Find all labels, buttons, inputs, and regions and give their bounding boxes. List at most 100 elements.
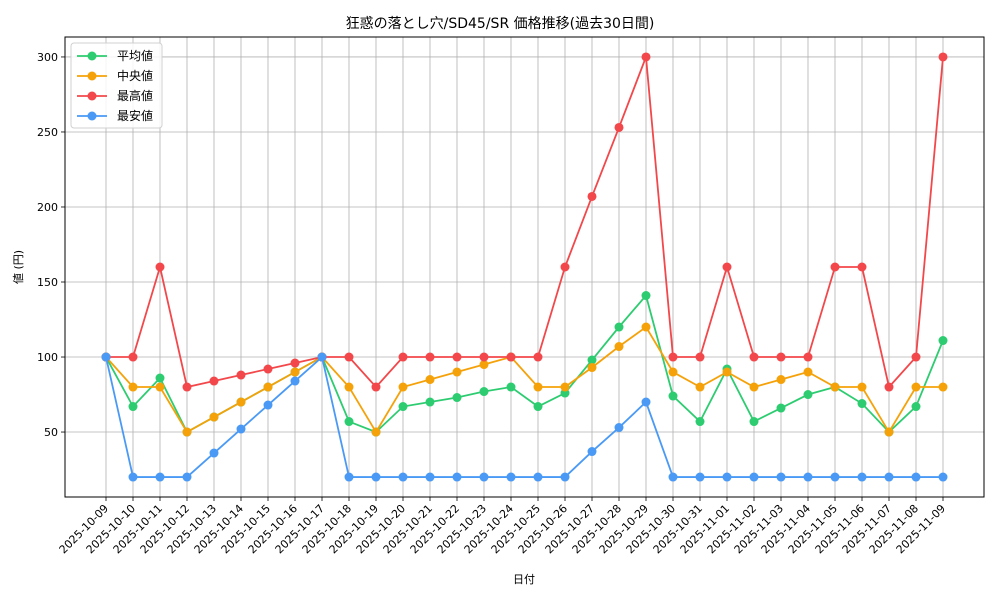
data-point (857, 472, 867, 482)
data-point (668, 391, 678, 401)
data-point (533, 382, 543, 392)
legend-box (70, 42, 163, 129)
x-axis-label: 日付 (513, 573, 535, 586)
data-point (587, 355, 597, 365)
data-point (506, 472, 516, 482)
data-point (884, 472, 894, 482)
data-point (803, 390, 813, 400)
data-point (155, 472, 165, 482)
data-point (749, 472, 759, 482)
data-point (749, 352, 759, 362)
legend-label: 中央値 (117, 68, 153, 83)
data-point (668, 352, 678, 362)
data-point (533, 352, 543, 362)
data-point (830, 382, 840, 392)
data-point (425, 352, 435, 362)
data-point (911, 472, 921, 482)
data-point (560, 262, 570, 272)
data-point (695, 382, 705, 392)
data-point (128, 472, 138, 482)
y-tick-label: 100 (37, 351, 58, 364)
data-point (938, 382, 948, 392)
data-point (938, 472, 948, 482)
data-point (776, 472, 786, 482)
data-point (398, 402, 408, 412)
series-line (105, 355, 943, 478)
data-point (155, 373, 165, 383)
data-point (209, 448, 219, 458)
data-point (209, 376, 219, 386)
data-point (776, 375, 786, 385)
data-point (452, 472, 462, 482)
series-最安値 (101, 352, 948, 482)
data-point (128, 352, 138, 362)
data-point (695, 417, 705, 427)
data-point (398, 472, 408, 482)
data-point (857, 399, 867, 409)
series-中央値 (101, 322, 948, 437)
data-point (398, 382, 408, 392)
data-point (614, 423, 624, 433)
data-point (641, 291, 651, 301)
data-point (317, 352, 327, 362)
data-point (182, 427, 192, 437)
y-tick-label: 200 (37, 201, 58, 214)
data-point (398, 352, 408, 362)
data-point (641, 52, 651, 62)
data-point (263, 400, 273, 410)
plot-frame (64, 36, 985, 498)
data-point (371, 382, 381, 392)
data-point (857, 262, 867, 272)
data-point (938, 52, 948, 62)
data-point (614, 322, 624, 332)
data-point (344, 382, 354, 392)
data-point (128, 402, 138, 412)
data-point (182, 472, 192, 482)
legend-marker-icon (87, 51, 97, 61)
data-point (668, 472, 678, 482)
data-point (830, 262, 840, 272)
data-point (722, 367, 732, 377)
data-point (776, 403, 786, 413)
data-point (560, 472, 570, 482)
data-point (533, 472, 543, 482)
data-point (803, 367, 813, 377)
x-axis-ticks: 2025-10-092025-10-102025-10-112025-10-12… (57, 497, 948, 556)
data-point (506, 382, 516, 392)
data-point (668, 367, 678, 377)
data-point (614, 342, 624, 352)
data-point (803, 352, 813, 362)
data-point (884, 382, 894, 392)
legend-label: 平均値 (117, 48, 153, 63)
data-point (479, 360, 489, 370)
data-point (506, 352, 516, 362)
data-point (911, 352, 921, 362)
data-point (452, 393, 462, 403)
data-point (236, 370, 246, 380)
series-最高値 (101, 52, 948, 392)
data-point (263, 364, 273, 374)
data-point (182, 382, 192, 392)
data-point (479, 387, 489, 397)
data-point (344, 417, 354, 427)
y-tick-label: 250 (37, 126, 58, 139)
legend-marker-icon (87, 111, 97, 121)
data-point (236, 424, 246, 434)
data-point (290, 358, 300, 368)
data-point (857, 382, 867, 392)
data-point (776, 352, 786, 362)
data-point (722, 472, 732, 482)
data-point (479, 472, 489, 482)
data-point (290, 376, 300, 386)
data-point (749, 382, 759, 392)
data-point (587, 363, 597, 373)
series-line (106, 56, 944, 389)
y-axis-ticks: 50 100 150 200 250 300 (37, 51, 65, 439)
data-point (587, 191, 597, 201)
data-point (587, 447, 597, 457)
y-tick-label: 300 (37, 51, 58, 64)
y-axis-label: 値 (円) (12, 250, 25, 284)
data-point (155, 382, 165, 392)
